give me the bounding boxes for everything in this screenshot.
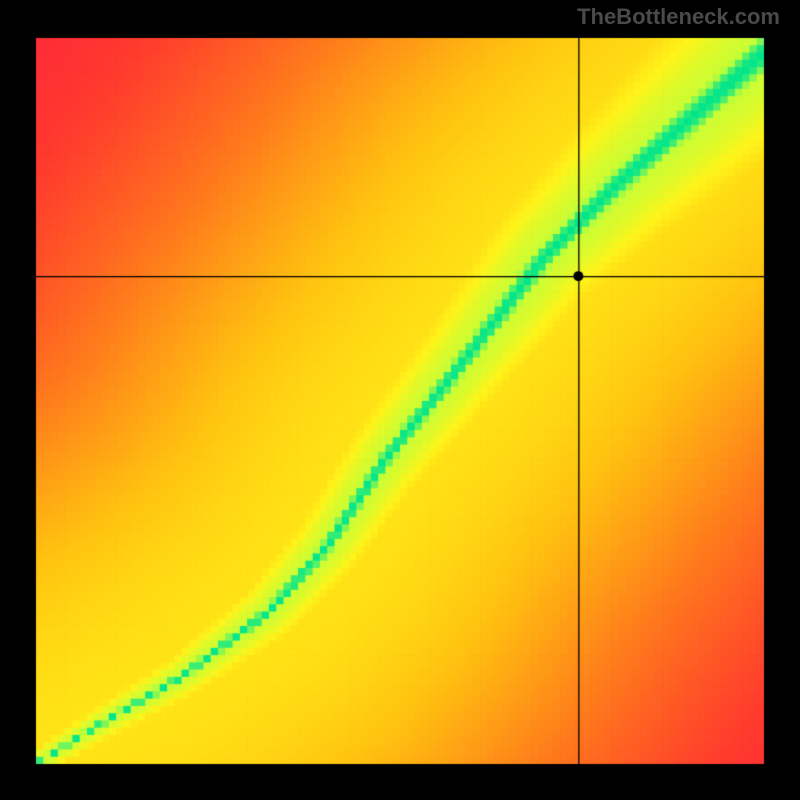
heatmap-canvas	[0, 0, 800, 800]
attribution-label: TheBottleneck.com	[577, 4, 780, 30]
chart-container: TheBottleneck.com	[0, 0, 800, 800]
